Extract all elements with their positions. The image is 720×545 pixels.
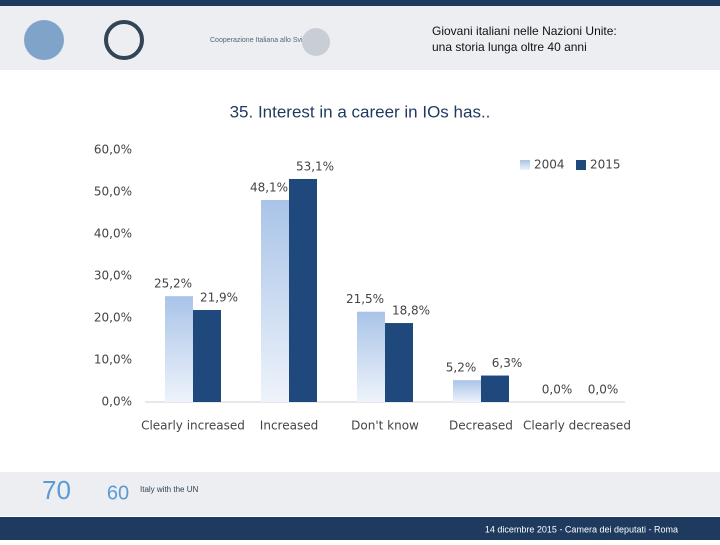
bar — [193, 310, 221, 402]
data-label: 0,0% — [542, 383, 573, 397]
x-tick-label: Clearly decreased — [523, 419, 631, 433]
bottom-bar — [0, 517, 720, 540]
x-tick-label: Decreased — [449, 419, 513, 433]
x-tick-label: Don't know — [351, 419, 419, 433]
logo-text: Cooperazione Italiana allo Sviluppo — [210, 37, 320, 44]
footer-badge-text: Italy with the UN — [140, 485, 198, 494]
data-label: 21,5% — [346, 292, 384, 306]
x-tick-label: Increased — [260, 419, 318, 433]
data-label: 6,3% — [492, 356, 523, 370]
emblem — [302, 28, 330, 56]
legend-swatch — [520, 160, 530, 170]
data-label: 18,8% — [392, 304, 430, 318]
y-tick-label: 40,0% — [94, 227, 132, 241]
top-bar — [0, 0, 720, 6]
data-label: 0,0% — [588, 383, 619, 397]
chart-title: 35. Interest in a career in IOs has.. — [230, 102, 491, 121]
bar — [289, 178, 317, 402]
bar — [385, 323, 413, 402]
bar — [481, 375, 509, 402]
y-tick-label: 10,0% — [94, 353, 132, 367]
header-line: Giovani italiani nelle Nazioni Unite: — [432, 24, 617, 38]
data-label: 53,1% — [296, 159, 334, 173]
footer-badge: 60 — [107, 482, 129, 504]
y-tick-label: 30,0% — [94, 269, 132, 283]
y-tick-label: 60,0% — [94, 143, 132, 157]
bar — [453, 380, 481, 402]
x-tick-label: Clearly increased — [141, 419, 245, 433]
data-label: 48,1% — [250, 180, 288, 194]
bar — [165, 296, 193, 402]
chamber-logo — [104, 20, 144, 60]
data-label: 5,2% — [446, 361, 477, 375]
legend-swatch — [576, 160, 586, 170]
bar — [357, 311, 385, 402]
y-tick-label: 50,0% — [94, 185, 132, 199]
logo-70: 70 — [42, 475, 71, 505]
legend-label: 2015 — [590, 158, 621, 172]
data-label: 21,9% — [200, 291, 238, 305]
header-line: una storia lunga oltre 40 anni — [432, 40, 587, 54]
footer-band — [0, 472, 720, 516]
y-tick-label: 20,0% — [94, 311, 132, 325]
bar — [261, 199, 289, 402]
un-logo — [24, 20, 64, 60]
footer-date: 14 dicembre 2015 - Camera dei deputati -… — [485, 524, 678, 534]
legend-label: 2004 — [534, 158, 565, 172]
data-label: 25,2% — [154, 277, 192, 291]
y-tick-label: 0,0% — [102, 395, 133, 409]
